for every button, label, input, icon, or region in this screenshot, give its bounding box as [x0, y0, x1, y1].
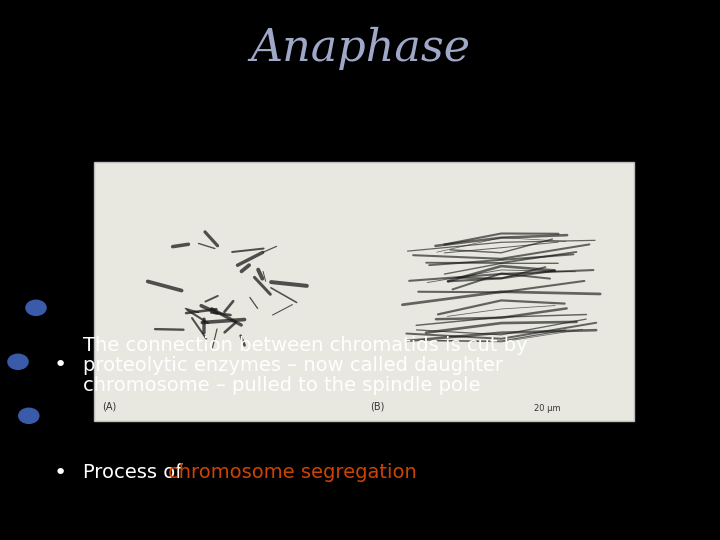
Circle shape: [26, 300, 46, 315]
Text: (A): (A): [102, 401, 117, 411]
FancyBboxPatch shape: [94, 162, 634, 421]
Text: chromosome segregation: chromosome segregation: [168, 463, 416, 482]
Text: The connection between chromatids is cut by: The connection between chromatids is cut…: [83, 336, 528, 355]
Text: 20 μm: 20 μm: [534, 404, 560, 414]
Circle shape: [8, 354, 28, 369]
Text: •: •: [54, 462, 67, 483]
Text: •: •: [54, 354, 67, 375]
Circle shape: [19, 408, 39, 423]
Text: Anaphase: Anaphase: [250, 27, 470, 70]
Text: proteolytic enzymes – now called daughter: proteolytic enzymes – now called daughte…: [83, 356, 503, 375]
Text: Process of: Process of: [83, 463, 189, 482]
Text: chromosome – pulled to the spindle pole: chromosome – pulled to the spindle pole: [83, 376, 480, 395]
Text: (B): (B): [370, 401, 384, 411]
